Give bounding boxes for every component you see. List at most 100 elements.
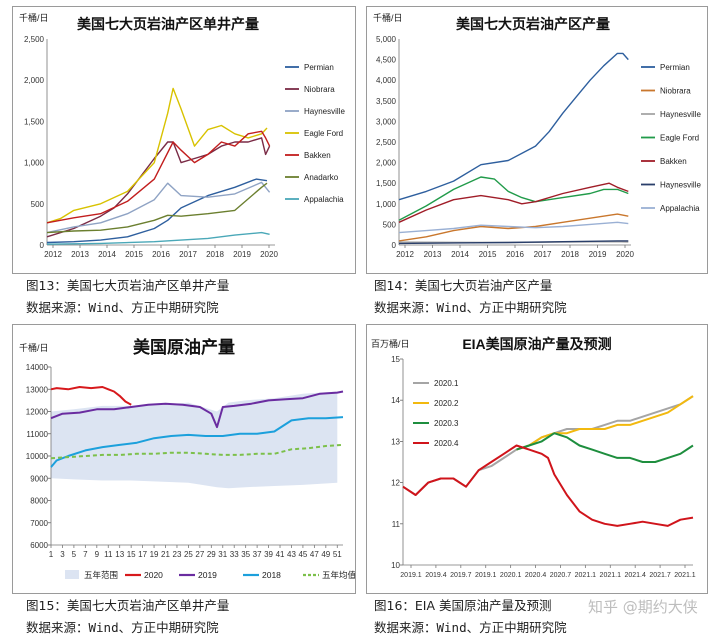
y-tick-label: 11000 bbox=[26, 430, 48, 439]
x-tick-label: 2019.1 bbox=[400, 572, 422, 579]
y-tick-label: 12000 bbox=[26, 408, 49, 417]
legend-label: Niobrara bbox=[660, 87, 691, 96]
x-tick-label: 19 bbox=[150, 550, 159, 559]
legend-label: 2019 bbox=[198, 570, 217, 580]
x-tick-label: 2016 bbox=[506, 250, 524, 259]
x-tick-label: 13 bbox=[115, 550, 124, 559]
y-tick-label: 13 bbox=[391, 437, 400, 446]
chart-1-svg: 美国七大页岩油产区单井产量 千桶/日 0 500 1,000 1,500 2,000 2,50… bbox=[19, 12, 345, 259]
legend-label: Haynesville bbox=[660, 110, 701, 119]
legend-label: Bakken bbox=[304, 151, 331, 160]
y-tick-label: 7000 bbox=[30, 519, 48, 528]
x-tick-label: 43 bbox=[287, 550, 296, 559]
legend-label: 2018 bbox=[262, 570, 281, 580]
legend-label: 2020.4 bbox=[434, 439, 459, 448]
x-tick-label: 2015 bbox=[125, 250, 143, 259]
x-tick-label: 2021.1 bbox=[575, 572, 597, 579]
x-tick-label: 5 bbox=[72, 550, 77, 559]
x-tick-label: 47 bbox=[310, 550, 319, 559]
y-tick-label: 0 bbox=[392, 241, 397, 250]
x-tick-label: 2014 bbox=[98, 250, 116, 259]
y-tick-label: 4,500 bbox=[376, 56, 397, 65]
y-tick-label: 9000 bbox=[30, 474, 48, 483]
x-tick-label: 2014 bbox=[451, 250, 469, 259]
figure-caption-2: 图14：美国七大页岩油产区产量 bbox=[374, 278, 553, 293]
x-tick-label: 17 bbox=[138, 550, 147, 559]
legend-label: 五年均值 bbox=[322, 570, 355, 580]
figure-source-4: 数据来源：Wind、方正中期研究院 bbox=[374, 620, 567, 635]
y-tick-label: 3,500 bbox=[376, 97, 397, 106]
y-tick-label: 5,000 bbox=[376, 35, 397, 44]
chart-title: EIA美国原油产量及预测 bbox=[462, 336, 611, 352]
x-tick-label: 2019.4 bbox=[425, 572, 447, 579]
chart-panel-2: 美国七大页岩油产区产量 千桶/日 0 500 1,000 1,500 2,000 2,500 3… bbox=[366, 6, 708, 274]
x-tick-label: 2019.7 bbox=[450, 572, 472, 579]
y-tick-label: 1,500 bbox=[376, 179, 397, 188]
x-tick-label: 2017 bbox=[534, 250, 552, 259]
x-tick-label: 2020 bbox=[616, 250, 634, 259]
x-tick-label: 45 bbox=[298, 550, 307, 559]
chart-panel-3: 美国原油产量 千桶/日 6000 7000 8000 9000 10000 11000 1200… bbox=[12, 324, 356, 594]
series-line-4 bbox=[398, 182, 629, 223]
chart-title: 美国七大页岩油产区单井产量 bbox=[77, 16, 259, 32]
x-tick-label: 23 bbox=[173, 550, 182, 559]
legend-label: Niobrara bbox=[304, 85, 335, 94]
x-tick-label: 49 bbox=[321, 550, 330, 559]
x-tick-label: 2021.7 bbox=[649, 572, 671, 579]
x-tick-label: 37 bbox=[253, 550, 262, 559]
series-line-3 bbox=[46, 87, 268, 224]
y-tick-label: 1,000 bbox=[24, 159, 45, 168]
y-tick-label: 2,500 bbox=[24, 35, 45, 44]
series-line-3 bbox=[398, 176, 629, 221]
chart-panel-4: EIA美国原油产量及预测 百万桶/日 10 11 12 13 14 15 2019.1 2019.… bbox=[366, 324, 708, 594]
chart-title: 美国七大页岩油产区产量 bbox=[456, 16, 610, 32]
x-tick-label: 2020.1 bbox=[500, 572, 522, 579]
chart-panel-1: 美国七大页岩油产区单井产量 千桶/日 0 500 1,000 1,500 2,000 2,50… bbox=[12, 6, 356, 274]
figure-caption-3: 图15：美国七大页岩油产区单井产量 bbox=[26, 598, 230, 613]
x-tick-label: 7 bbox=[83, 550, 88, 559]
y-axis-unit: 千桶/日 bbox=[19, 12, 49, 23]
x-tick-label: 33 bbox=[230, 550, 239, 559]
legend-label: Anadarko bbox=[304, 173, 339, 182]
y-tick-label: 2,000 bbox=[24, 76, 45, 85]
series-line-1 bbox=[516, 395, 694, 451]
x-tick-label: 2012 bbox=[44, 250, 62, 259]
legend-label: Haynesville bbox=[660, 181, 701, 190]
legend-label: 2020.3 bbox=[434, 419, 459, 428]
legend-label: Eagle Ford bbox=[304, 129, 343, 138]
x-tick-label: 3 bbox=[60, 550, 65, 559]
x-tick-label: 2021.1 bbox=[600, 572, 622, 579]
series-line-5 bbox=[398, 240, 629, 245]
y-tick-label: 11 bbox=[392, 520, 401, 529]
x-tick-label: 2018 bbox=[206, 250, 224, 259]
legend-swatch bbox=[65, 570, 79, 579]
figure-caption-4: 图16：EIA 美国原油产量及预测 bbox=[374, 598, 552, 613]
y-tick-label: 12 bbox=[391, 479, 400, 488]
y-tick-label: 13000 bbox=[26, 385, 49, 394]
x-tick-label: 2021.4 bbox=[624, 572, 646, 579]
legend-label: Permian bbox=[304, 63, 334, 72]
y-tick-label: 14 bbox=[391, 396, 400, 405]
series-line-5 bbox=[46, 182, 268, 234]
figure-source-1: 数据来源：Wind、方正中期研究院 bbox=[26, 300, 219, 315]
series-line-2 bbox=[50, 416, 344, 468]
y-tick-label: 4,000 bbox=[376, 76, 397, 85]
series-line-3 bbox=[402, 444, 694, 527]
x-tick-label: 9 bbox=[95, 550, 100, 559]
watermark: 知乎 @期约大侠 bbox=[588, 598, 698, 616]
x-tick-label: 2019 bbox=[233, 250, 251, 259]
y-tick-label: 2,500 bbox=[376, 138, 397, 147]
x-tick-label: 31 bbox=[218, 550, 227, 559]
y-tick-label: 10000 bbox=[26, 452, 49, 461]
x-tick-label: 21 bbox=[161, 550, 170, 559]
series-line-1 bbox=[398, 213, 629, 242]
series-line-6 bbox=[46, 231, 270, 245]
legend-label: 2020.1 bbox=[434, 379, 459, 388]
chart-title: 美国原油产量 bbox=[133, 337, 235, 357]
figure-source-3: 数据来源：Wind、方正中期研究院 bbox=[26, 620, 219, 635]
y-tick-label: 2,000 bbox=[376, 159, 397, 168]
series-line-0 bbox=[50, 386, 132, 406]
x-tick-label: 25 bbox=[184, 550, 193, 559]
x-tick-label: 2016 bbox=[152, 250, 170, 259]
